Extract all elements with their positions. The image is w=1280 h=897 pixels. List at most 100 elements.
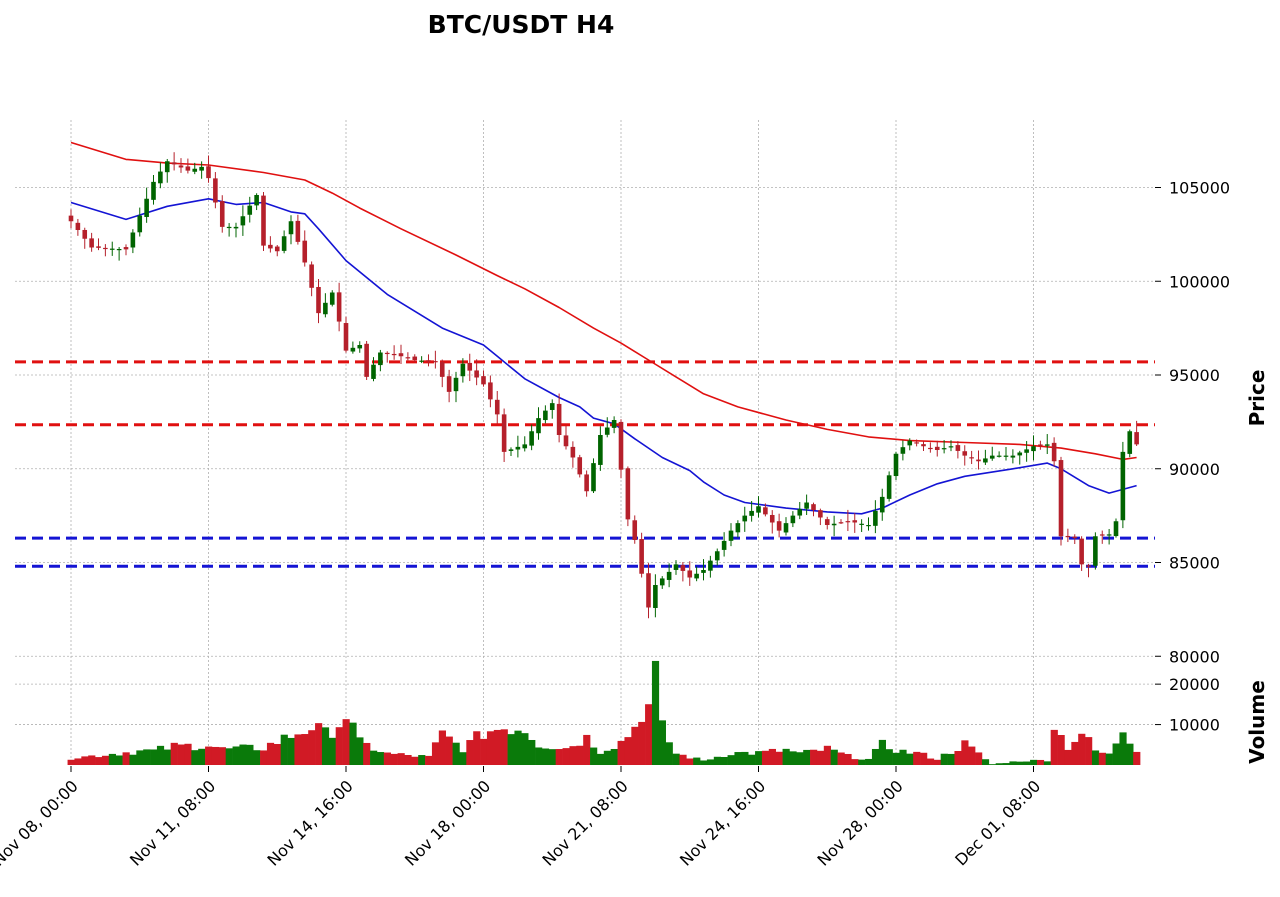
candle-body	[1099, 534, 1105, 536]
candle-body	[666, 571, 672, 580]
volume-bar	[321, 727, 330, 765]
candle-body	[1051, 442, 1057, 462]
candle-body	[763, 507, 768, 515]
candle-body	[281, 236, 287, 251]
candle-body	[900, 447, 906, 454]
volume-bar	[287, 737, 295, 765]
volume-bar	[418, 755, 426, 765]
volume-bar	[280, 734, 288, 765]
volume-bar	[397, 753, 405, 765]
volume-bar	[95, 757, 103, 765]
candle-body	[75, 222, 81, 230]
volume-bar	[1030, 759, 1038, 765]
candle-body	[742, 515, 748, 522]
x-tick-label: Nov 18, 00:00	[401, 776, 494, 869]
volume-bar	[67, 759, 75, 765]
volume-bar	[610, 748, 618, 765]
x-tick-label: Nov 24, 16:00	[676, 776, 769, 869]
volume-bar	[342, 719, 350, 765]
volume-bar	[665, 742, 673, 765]
candle-body	[460, 363, 466, 377]
candle-body	[914, 442, 919, 444]
chart-title: BTC/USDT H4	[428, 10, 615, 39]
candle-body	[893, 453, 899, 477]
volume-bar	[975, 752, 983, 765]
candle-body	[433, 361, 438, 363]
volume-bar	[988, 764, 996, 765]
price-tick-label: 90000	[1169, 460, 1220, 479]
volume-bar	[115, 755, 123, 765]
candle-body	[962, 451, 968, 456]
volume-bar	[672, 753, 680, 765]
volume-bar	[968, 746, 976, 765]
volume-bar	[239, 744, 247, 765]
candle-body	[123, 247, 129, 250]
moving-averages	[70, 141, 1137, 515]
volume-bar	[858, 759, 866, 765]
candle-body	[838, 522, 844, 524]
volume-bar	[486, 731, 495, 765]
volume-tick-label: 10000	[1169, 716, 1220, 735]
candle-body	[453, 377, 459, 392]
volume-bar	[404, 754, 412, 765]
volume-bar	[205, 746, 213, 765]
volume-bar	[1078, 733, 1086, 765]
candle-body	[543, 410, 548, 421]
volume-bar	[913, 751, 921, 765]
candle-body	[625, 468, 631, 520]
price-tick-label: 100000	[1169, 272, 1230, 291]
candle-body	[714, 551, 720, 561]
volume-bar	[693, 757, 701, 765]
candle-body	[687, 570, 693, 578]
candle-body	[790, 515, 796, 524]
volume-bar	[1071, 741, 1079, 765]
volume-bar	[926, 758, 935, 765]
volume-bar	[445, 736, 453, 765]
candle-body	[336, 292, 342, 322]
candle-body	[515, 446, 521, 450]
volume-bar	[466, 740, 474, 765]
candle-body	[721, 540, 727, 550]
volume-bar	[1091, 750, 1100, 765]
volume-bar	[480, 738, 488, 765]
volume-bar	[260, 750, 268, 765]
volume-bar	[885, 749, 893, 765]
candle-body	[130, 232, 136, 248]
volume-bar	[1105, 753, 1113, 765]
volume-bar	[844, 753, 852, 765]
volume-bar	[1085, 737, 1093, 765]
candle-body	[501, 414, 507, 452]
candle-body	[144, 198, 149, 217]
volume-bar	[1023, 761, 1031, 765]
volume-bar	[981, 759, 990, 765]
volume-bar	[1009, 761, 1017, 765]
candle-body	[989, 455, 995, 459]
volume-bar	[507, 734, 515, 765]
candle-body	[859, 523, 864, 525]
candle-body	[1093, 536, 1098, 566]
candle-body	[288, 221, 294, 235]
volume-bar	[823, 745, 831, 765]
candle-body	[419, 360, 424, 362]
volume-bar	[390, 753, 398, 765]
volume-bar	[184, 743, 192, 765]
candle-body	[96, 246, 101, 248]
candle-body	[1120, 451, 1126, 521]
volume-bar	[899, 749, 907, 765]
candle-body	[240, 216, 246, 226]
volume-bar	[74, 758, 82, 765]
candle-body	[1058, 460, 1064, 537]
candle-body	[178, 165, 184, 168]
fast-moving-average-line	[70, 198, 1137, 515]
candle-body	[233, 226, 239, 229]
candle-body	[886, 475, 892, 499]
candle-body	[1134, 432, 1139, 445]
volume-bar	[803, 749, 811, 765]
volume-bar	[555, 749, 563, 765]
candle-body	[109, 248, 115, 250]
candle-body	[983, 458, 988, 463]
volume-bar	[459, 752, 467, 765]
volume-tick-label: 20000	[1169, 675, 1220, 694]
candle-body	[247, 205, 253, 215]
